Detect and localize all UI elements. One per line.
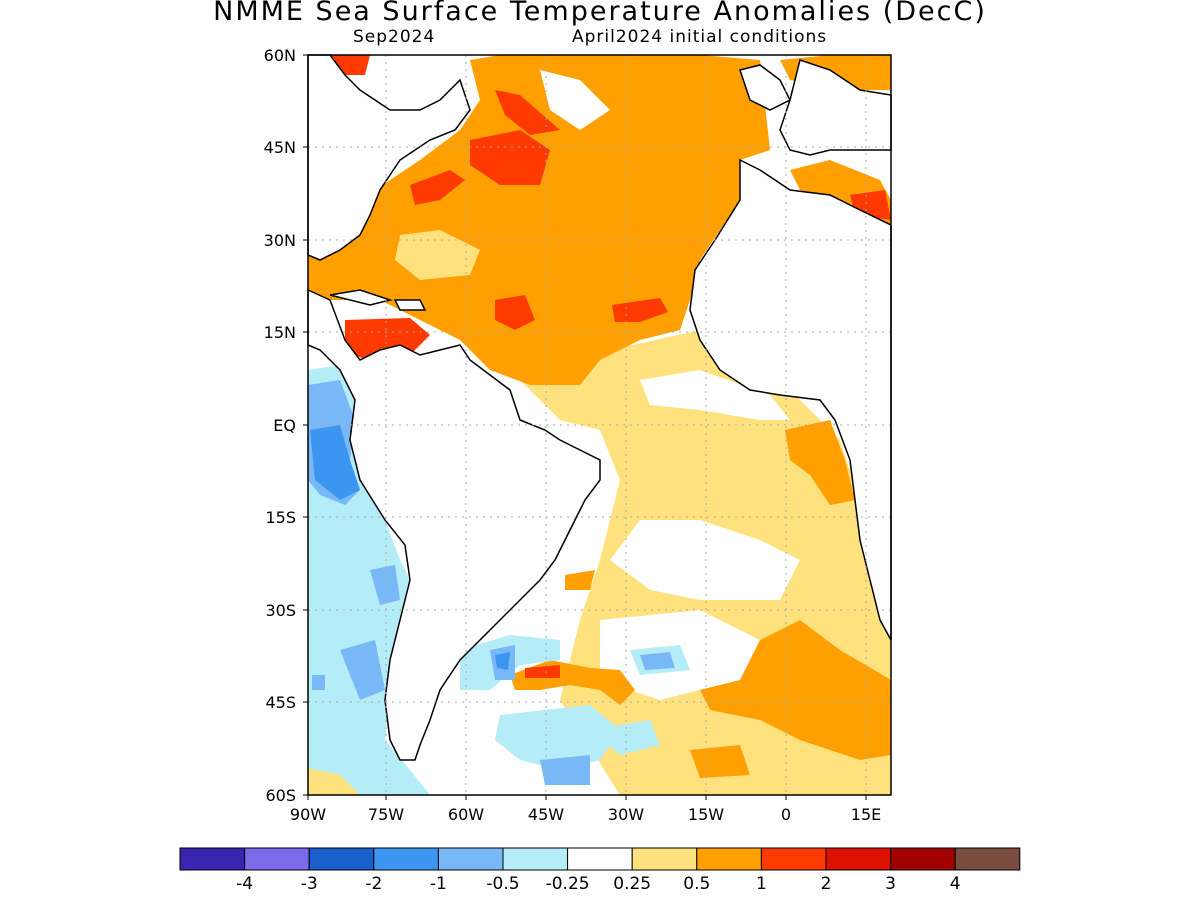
lat-label: 15N (264, 323, 296, 342)
colorbar-label: -3 (301, 874, 318, 894)
colorbar-label: 3 (885, 874, 896, 894)
colorbar-label: -2 (365, 874, 382, 894)
colorbar-swatch (437, 847, 504, 871)
lon-label: 0 (781, 805, 791, 824)
colorbar-swatch (567, 847, 633, 871)
lat-label: 60N (264, 46, 296, 65)
graticule (308, 55, 891, 795)
initial-conditions: April2024 initial conditions (572, 27, 828, 47)
colorbar-swatch (244, 847, 310, 871)
lat-label: EQ (273, 416, 296, 435)
lon-label: 45W (528, 805, 564, 824)
colorbar-label: 2 (821, 874, 832, 894)
lat-label: 30S (265, 601, 296, 620)
colorbar-label: 0.5 (683, 874, 710, 894)
colorbar (179, 847, 1021, 871)
lon-label: 75W (368, 805, 404, 824)
lat-labels: 60N 45N 30N 15N EQ 15S 30S 45S 60S (264, 46, 296, 805)
map-title: NMME Sea Surface Temperature Anomalies (… (213, 0, 987, 27)
colorbar-swatch (890, 847, 956, 871)
continent-outlines (307, 54, 892, 761)
colorbar-swatch (631, 847, 698, 871)
colorbar-swatch (373, 847, 439, 871)
lat-label: 15S (265, 508, 296, 527)
colorbar-label: 0.25 (613, 874, 651, 894)
colorbar-label: -0.5 (486, 874, 519, 894)
lat-label: 60S (265, 786, 296, 805)
colorbar-swatch (179, 847, 246, 871)
lat-label: 45N (264, 138, 296, 157)
lat-label: 45S (265, 693, 296, 712)
colorbar-swatch (825, 847, 892, 871)
lon-label: 30W (608, 805, 644, 824)
lon-label: 15E (851, 805, 881, 824)
colorbar-label: -0.25 (546, 874, 590, 894)
colorbar-label: 4 (950, 874, 961, 894)
colorbar-label: 1 (756, 874, 767, 894)
colorbar-swatch (308, 847, 375, 871)
colorbar-swatch (954, 847, 1021, 871)
forecast-month: Sep2024 (353, 27, 436, 47)
colorbar-swatch (696, 847, 762, 871)
lon-label: 60W (448, 805, 484, 824)
colorbar-label: -4 (236, 874, 253, 894)
lon-label: 90W (290, 805, 326, 824)
anomaly-field (308, 55, 891, 795)
lon-labels: 90W 75W 60W 45W 30W 15W 0 15E (290, 805, 881, 824)
lon-label: 15W (688, 805, 724, 824)
colorbar-swatch (502, 847, 569, 871)
colorbar-swatch (760, 847, 827, 871)
lat-label: 30N (264, 231, 296, 250)
colorbar-label: -1 (430, 874, 447, 894)
colorbar-labels: -4 -3 -2 -1 -0.5 -0.25 0.25 0.5 1 2 3 4 (236, 874, 960, 894)
axis-ticks (303, 54, 867, 800)
